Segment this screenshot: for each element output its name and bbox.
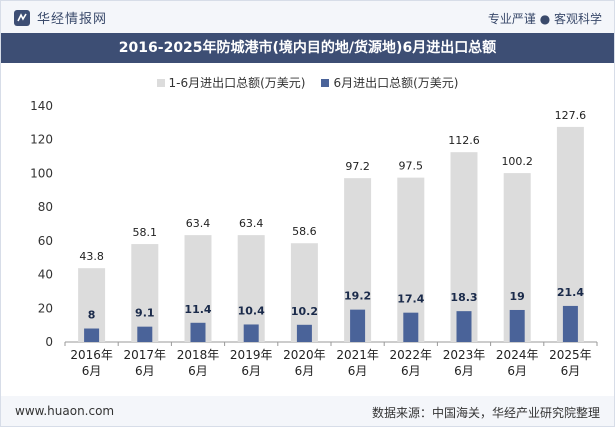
x-tick-label-year: 2020年 [283, 348, 326, 362]
bar-june [296, 324, 312, 342]
legend-label-ytd: 1-6月进出口总额(万美元) [168, 76, 306, 90]
x-tick-label-year: 2019年 [230, 348, 273, 362]
bar-ytd [237, 235, 265, 342]
bar-june [190, 322, 206, 342]
bar-june [350, 309, 366, 342]
bar-june [243, 324, 259, 342]
data-label-june: 19 [510, 290, 525, 303]
y-tick-label: 60 [38, 234, 53, 248]
legend: 1-6月进出口总额(万美元) 6月进出口总额(万美元) [1, 74, 614, 91]
y-tick-label: 40 [38, 268, 53, 282]
data-label-june: 19.2 [344, 290, 371, 303]
data-label-june: 9.1 [135, 307, 155, 320]
data-label-june: 17.4 [397, 293, 424, 306]
x-tick-label-month: 6月 [82, 364, 102, 378]
data-label-ytd: 112.6 [448, 134, 480, 147]
x-tick-label-month: 6月 [454, 364, 474, 378]
legend-label-june: 6月进出口总额(万美元) [333, 76, 459, 90]
x-tick-label-month: 6月 [507, 364, 527, 378]
x-tick-label-year: 2025年 [549, 348, 592, 362]
footer-source: 数据来源：中国海关，华经产业研究院整理 [371, 406, 600, 420]
bar-june [403, 312, 419, 342]
x-tick-label-month: 6月 [561, 364, 581, 378]
data-label-june: 8 [88, 309, 96, 322]
data-label-ytd: 97.5 [399, 160, 424, 173]
data-label-june: 21.4 [557, 286, 584, 299]
y-tick-label: 20 [38, 301, 53, 315]
x-tick-label-year: 2017年 [124, 348, 167, 362]
data-label-ytd: 43.8 [79, 250, 104, 263]
brand-name: 华经情报网 [37, 12, 108, 27]
x-tick-label-year: 2022年 [390, 348, 433, 362]
data-label-june: 10.4 [238, 304, 265, 317]
legend-swatch-june [321, 78, 330, 87]
bar-june [509, 309, 525, 342]
y-tick-label: 0 [45, 335, 53, 349]
data-label-june: 10.2 [291, 305, 318, 318]
bar-june [456, 311, 472, 342]
y-tick-label: 80 [38, 200, 53, 214]
data-label-ytd: 58.6 [292, 225, 317, 238]
top-bar: 华经情报网 专业严谨 ● 客观科学 [1, 1, 614, 33]
bar-june [84, 328, 100, 342]
x-tick-label-month: 6月 [241, 364, 261, 378]
data-label-ytd: 63.4 [186, 217, 211, 230]
legend-item-ytd[interactable]: 1-6月进出口总额(万美元) [156, 74, 306, 91]
footer: www.huaon.com 数据来源：中国海关，华经产业研究院整理 [1, 396, 614, 426]
data-label-ytd: 97.2 [345, 160, 370, 173]
y-tick-label: 140 [30, 99, 53, 113]
bar-june [137, 326, 153, 342]
x-tick-label-year: 2021年 [336, 348, 379, 362]
brand-logo-icon [14, 9, 30, 26]
x-tick-label-month: 6月 [135, 364, 155, 378]
data-label-june: 18.3 [450, 291, 477, 304]
bar-ytd [131, 244, 159, 342]
data-label-ytd: 127.6 [555, 109, 587, 122]
brand[interactable]: 华经情报网 [13, 8, 107, 27]
y-tick-label: 120 [30, 133, 53, 147]
chart-title: 2016-2025年防城港市(境内目的地/货源地)6月进出口总额 [1, 33, 614, 63]
legend-swatch-ytd [156, 78, 165, 87]
x-tick-label-month: 6月 [188, 364, 208, 378]
bar-june [562, 305, 578, 342]
legend-item-june[interactable]: 6月进出口总额(万美元) [321, 74, 458, 91]
bar-ytd [450, 152, 478, 342]
data-label-june: 11.4 [184, 303, 211, 316]
x-tick-label-month: 6月 [348, 364, 368, 378]
data-label-ytd: 58.1 [133, 226, 158, 239]
y-tick-label: 100 [30, 166, 53, 180]
x-tick-label-year: 2024年 [496, 348, 539, 362]
x-tick-label-year: 2018年 [177, 348, 220, 362]
footer-url[interactable]: www.huaon.com [15, 404, 115, 418]
x-tick-label-year: 2016年 [70, 348, 113, 362]
data-label-ytd: 100.2 [501, 155, 533, 168]
data-label-ytd: 63.4 [239, 217, 264, 230]
x-tick-label-month: 6月 [401, 364, 421, 378]
x-tick-label-month: 6月 [295, 364, 315, 378]
x-tick-label-year: 2023年 [443, 348, 486, 362]
bar-chart: 0 20 40 60 80 100 120 140 43.8 8 2016年 6月 58.1 9.1 201… [30, 99, 598, 378]
tagline: 专业严谨 ● 客观科学 [487, 12, 602, 26]
